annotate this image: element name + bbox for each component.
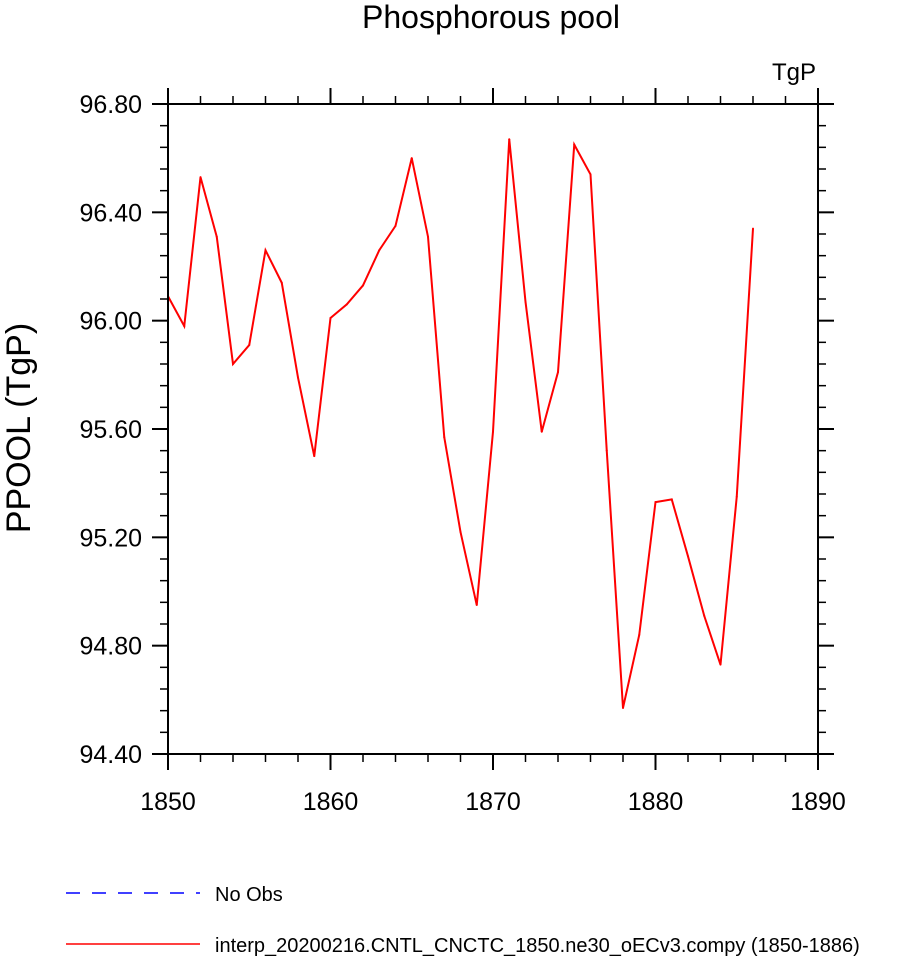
data-point [394, 224, 397, 227]
data-point [232, 363, 234, 365]
data-point [443, 436, 446, 439]
series-group [167, 138, 754, 709]
data-point [264, 249, 267, 252]
units-label: TgP [772, 59, 816, 86]
data-point [573, 143, 576, 146]
data-point [719, 663, 722, 666]
legend-label-model: interp_20200216.CNTL_CNCTC_1850.ne30_oEC… [215, 935, 860, 957]
data-point [752, 227, 754, 230]
series-line-0 [167, 139, 754, 709]
data-point [280, 281, 283, 284]
data-point [427, 235, 429, 238]
data-point [605, 449, 608, 452]
data-point [703, 614, 706, 617]
data-point [459, 530, 462, 533]
x-tick-label: 1860 [303, 788, 359, 816]
data-point [654, 501, 657, 504]
y-tick-label: 95.20 [79, 524, 142, 552]
y-tick-label: 96.40 [79, 199, 142, 227]
y-tick-label: 96.80 [79, 91, 142, 119]
plot-frame [167, 103, 819, 755]
x-tick-label: 1870 [465, 788, 521, 816]
y-axis-label: PPOOL (TgP) [0, 323, 38, 533]
x-tick-label: 1880 [628, 788, 684, 816]
data-point [183, 325, 186, 328]
y-tick-label: 94.40 [79, 741, 142, 769]
data-point [378, 249, 381, 252]
data-point [410, 157, 413, 160]
data-point [475, 604, 478, 607]
x-tick-label: 1890 [790, 788, 846, 816]
y-tick-label: 96.00 [79, 308, 142, 336]
data-point [638, 633, 641, 636]
y-tick-labels: 94.40 94.80 95.20 95.60 96.00 96.40 96.80 [79, 91, 142, 769]
data-point [687, 555, 689, 558]
data-point [622, 706, 624, 709]
data-point [589, 173, 592, 176]
x-tick-label: 1850 [140, 788, 196, 816]
data-point [362, 284, 364, 287]
y-tick-label: 94.80 [79, 633, 142, 661]
data-point [199, 176, 202, 179]
chart-title: Phosphorous pool [362, 0, 620, 35]
axis-ticks [152, 88, 834, 770]
data-point [524, 300, 527, 303]
data-point [508, 138, 511, 141]
data-point [735, 495, 738, 498]
data-point [248, 344, 251, 347]
data-point [492, 430, 494, 433]
data-point [540, 430, 543, 433]
data-point [557, 371, 559, 374]
data-point [215, 235, 218, 238]
data-point [297, 376, 299, 379]
data-point [313, 455, 316, 458]
data-point [670, 498, 673, 501]
y-tick-label: 95.60 [79, 416, 142, 444]
data-point [345, 303, 348, 306]
legend-label-no-obs: No Obs [215, 884, 283, 906]
data-point [329, 316, 332, 319]
x-tick-labels: 1850 1860 1870 1880 1890 [140, 788, 846, 816]
legend: No Obs interp_20200216.CNTL_CNCTC_1850.n… [66, 884, 860, 957]
